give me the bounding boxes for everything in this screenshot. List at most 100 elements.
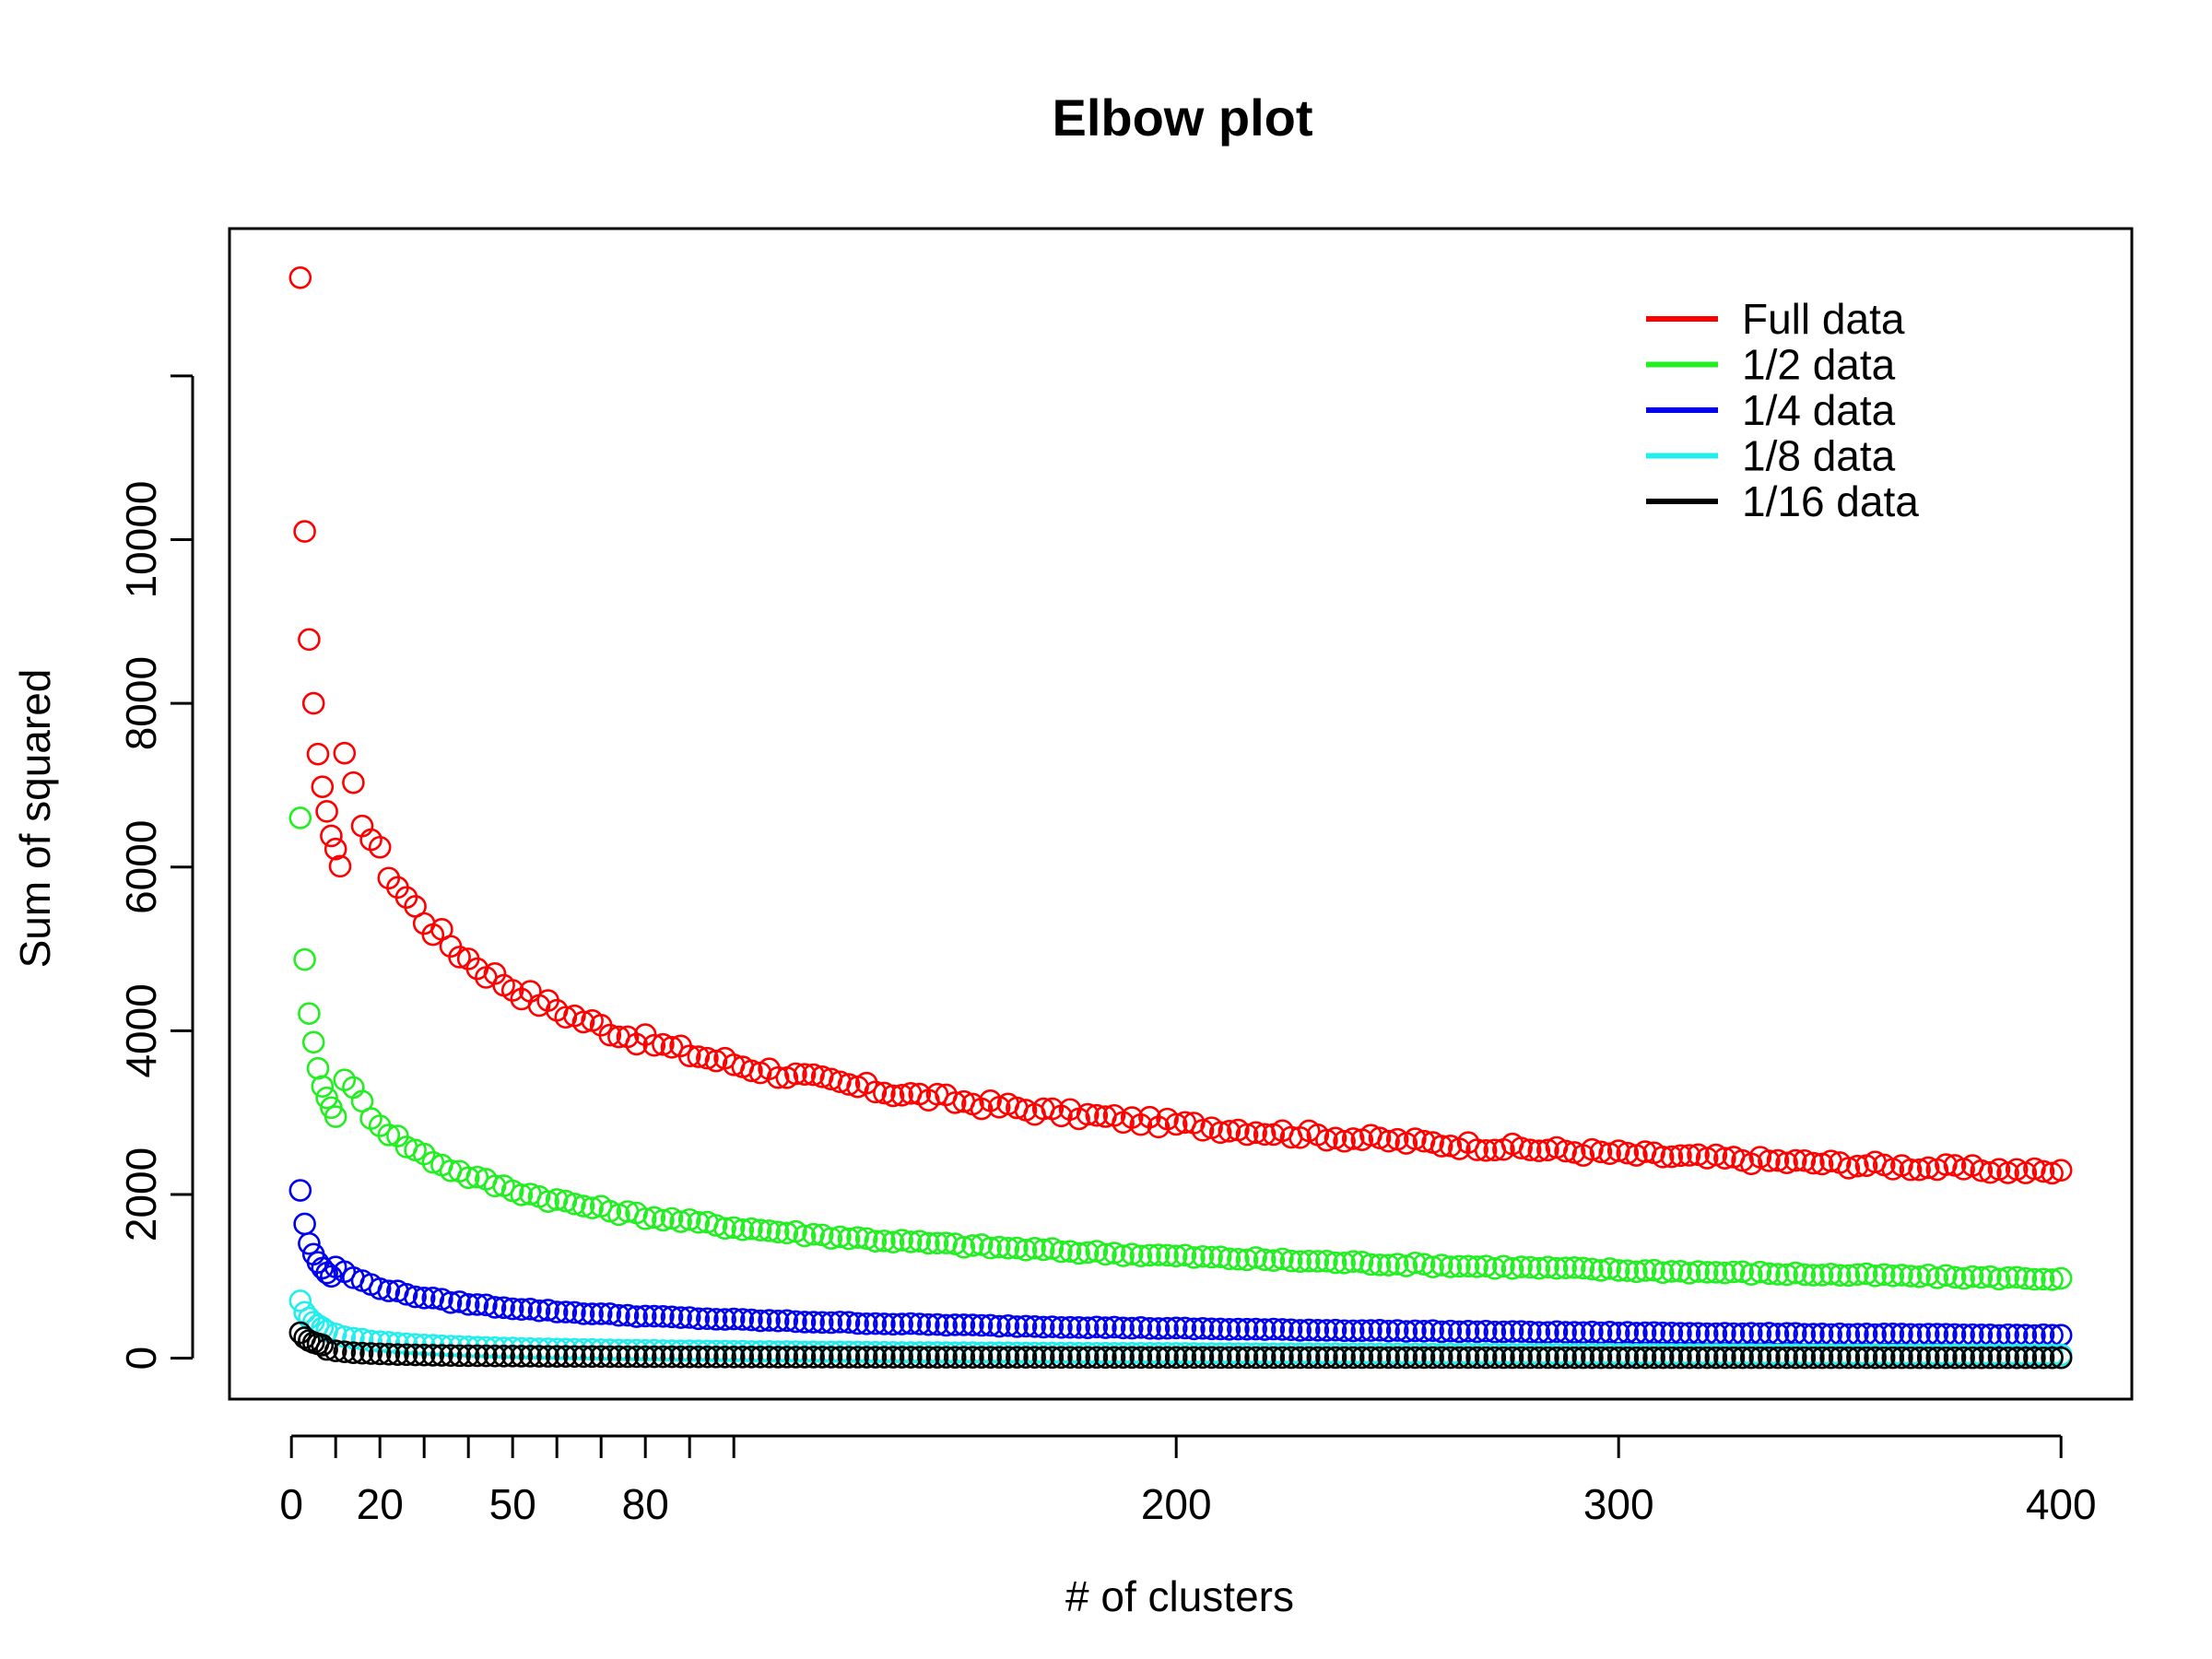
data-point xyxy=(687,1045,711,1068)
data-point xyxy=(492,1296,515,1320)
data-point xyxy=(1041,1315,1065,1338)
data-point xyxy=(1766,1346,1790,1370)
data-point xyxy=(1271,1318,1294,1341)
data-point xyxy=(952,1346,976,1369)
data-point xyxy=(1006,1236,1029,1260)
data-point xyxy=(1244,1317,1267,1341)
data-point xyxy=(1581,1346,1604,1370)
data-point xyxy=(810,1346,834,1369)
data-point xyxy=(394,1343,418,1367)
data-point xyxy=(1536,1138,1559,1162)
data-point xyxy=(581,1302,604,1325)
data-point xyxy=(740,1346,763,1369)
data-point xyxy=(704,1049,728,1073)
data-point xyxy=(1987,1267,2011,1291)
data-point xyxy=(696,1307,719,1331)
data-point xyxy=(475,1293,498,1317)
data-point xyxy=(1164,1112,1188,1136)
data-point xyxy=(758,1346,781,1369)
data-point xyxy=(368,1342,392,1366)
data-point xyxy=(731,1218,755,1241)
data-point xyxy=(1058,1315,1082,1339)
data-point xyxy=(1536,1321,1559,1344)
data-point xyxy=(607,1303,630,1327)
data-point xyxy=(1085,1315,1109,1339)
data-point xyxy=(1970,1346,1994,1370)
y-tick-label: 6000 xyxy=(117,820,165,914)
data-point xyxy=(677,1306,701,1329)
data-point xyxy=(536,1345,559,1368)
data-point xyxy=(1598,1346,1621,1370)
data-point xyxy=(633,1345,657,1369)
data-point xyxy=(1377,1346,1400,1370)
data-point xyxy=(1660,1145,1684,1169)
data-point xyxy=(1731,1260,1754,1284)
data-point xyxy=(987,1314,1011,1338)
data-point xyxy=(625,1345,648,1369)
data-point xyxy=(677,1345,701,1369)
data-point xyxy=(465,1293,489,1316)
data-point xyxy=(1589,1346,1613,1370)
legend-label: 1/4 data xyxy=(1742,386,1896,434)
data-point xyxy=(456,1344,480,1368)
data-point xyxy=(1739,1263,1763,1287)
data-point xyxy=(864,1230,888,1253)
data-point xyxy=(660,1345,684,1369)
data-point xyxy=(2049,1159,2073,1182)
data-point xyxy=(917,1231,940,1255)
data-point xyxy=(1218,1346,1241,1370)
data-point xyxy=(1208,1317,1232,1341)
data-point xyxy=(1076,1316,1100,1339)
x-axis: 0 20 50 80 200 300 400 xyxy=(279,1434,2097,1528)
data-point xyxy=(1094,1346,1117,1370)
data-point xyxy=(2041,1346,2064,1370)
data-point xyxy=(1200,1346,1223,1370)
data-point xyxy=(793,1311,817,1334)
data-point xyxy=(1695,1261,1719,1284)
data-point xyxy=(1006,1346,1029,1369)
data-point xyxy=(1536,1346,1559,1370)
data-point xyxy=(350,1089,374,1113)
data-point xyxy=(687,1211,711,1234)
data-point xyxy=(1606,1259,1630,1282)
data-point xyxy=(589,1345,613,1369)
data-point xyxy=(766,1220,790,1244)
data-point xyxy=(1262,1317,1286,1341)
data-point xyxy=(1439,1255,1463,1278)
data-point xyxy=(1970,1265,1994,1289)
data-point xyxy=(1385,1346,1409,1370)
data-point xyxy=(1571,1321,1595,1345)
data-point xyxy=(1713,1346,1736,1370)
data-point xyxy=(1483,1320,1507,1344)
data-point xyxy=(802,1222,825,1246)
data-point xyxy=(342,771,365,794)
series-1-16-data xyxy=(288,1321,2073,1370)
data-point xyxy=(642,1304,666,1328)
data-point xyxy=(625,1305,648,1328)
data-point xyxy=(1085,1103,1109,1127)
data-point xyxy=(1377,1129,1400,1153)
data-point xyxy=(829,1225,852,1249)
data-point xyxy=(333,741,357,765)
data-point xyxy=(970,1346,994,1369)
data-point xyxy=(1058,1346,1082,1370)
data-point xyxy=(1802,1264,1825,1287)
data-point xyxy=(669,1345,692,1369)
data-point xyxy=(320,824,343,848)
data-point xyxy=(873,1230,896,1253)
data-point xyxy=(696,1345,719,1369)
data-point xyxy=(652,1304,675,1328)
data-point xyxy=(1864,1346,1887,1370)
data-point xyxy=(925,1346,949,1369)
data-point xyxy=(908,1230,932,1253)
data-point xyxy=(864,1080,888,1104)
data-point xyxy=(1802,1346,1825,1370)
data-point xyxy=(748,1346,772,1369)
data-point xyxy=(1500,1257,1524,1280)
data-point xyxy=(1306,1319,1330,1342)
data-point xyxy=(1722,1260,1746,1284)
y-tick-label: 8000 xyxy=(117,656,165,750)
data-point xyxy=(1297,1250,1321,1273)
data-point xyxy=(652,1345,675,1369)
data-point xyxy=(758,1219,781,1242)
